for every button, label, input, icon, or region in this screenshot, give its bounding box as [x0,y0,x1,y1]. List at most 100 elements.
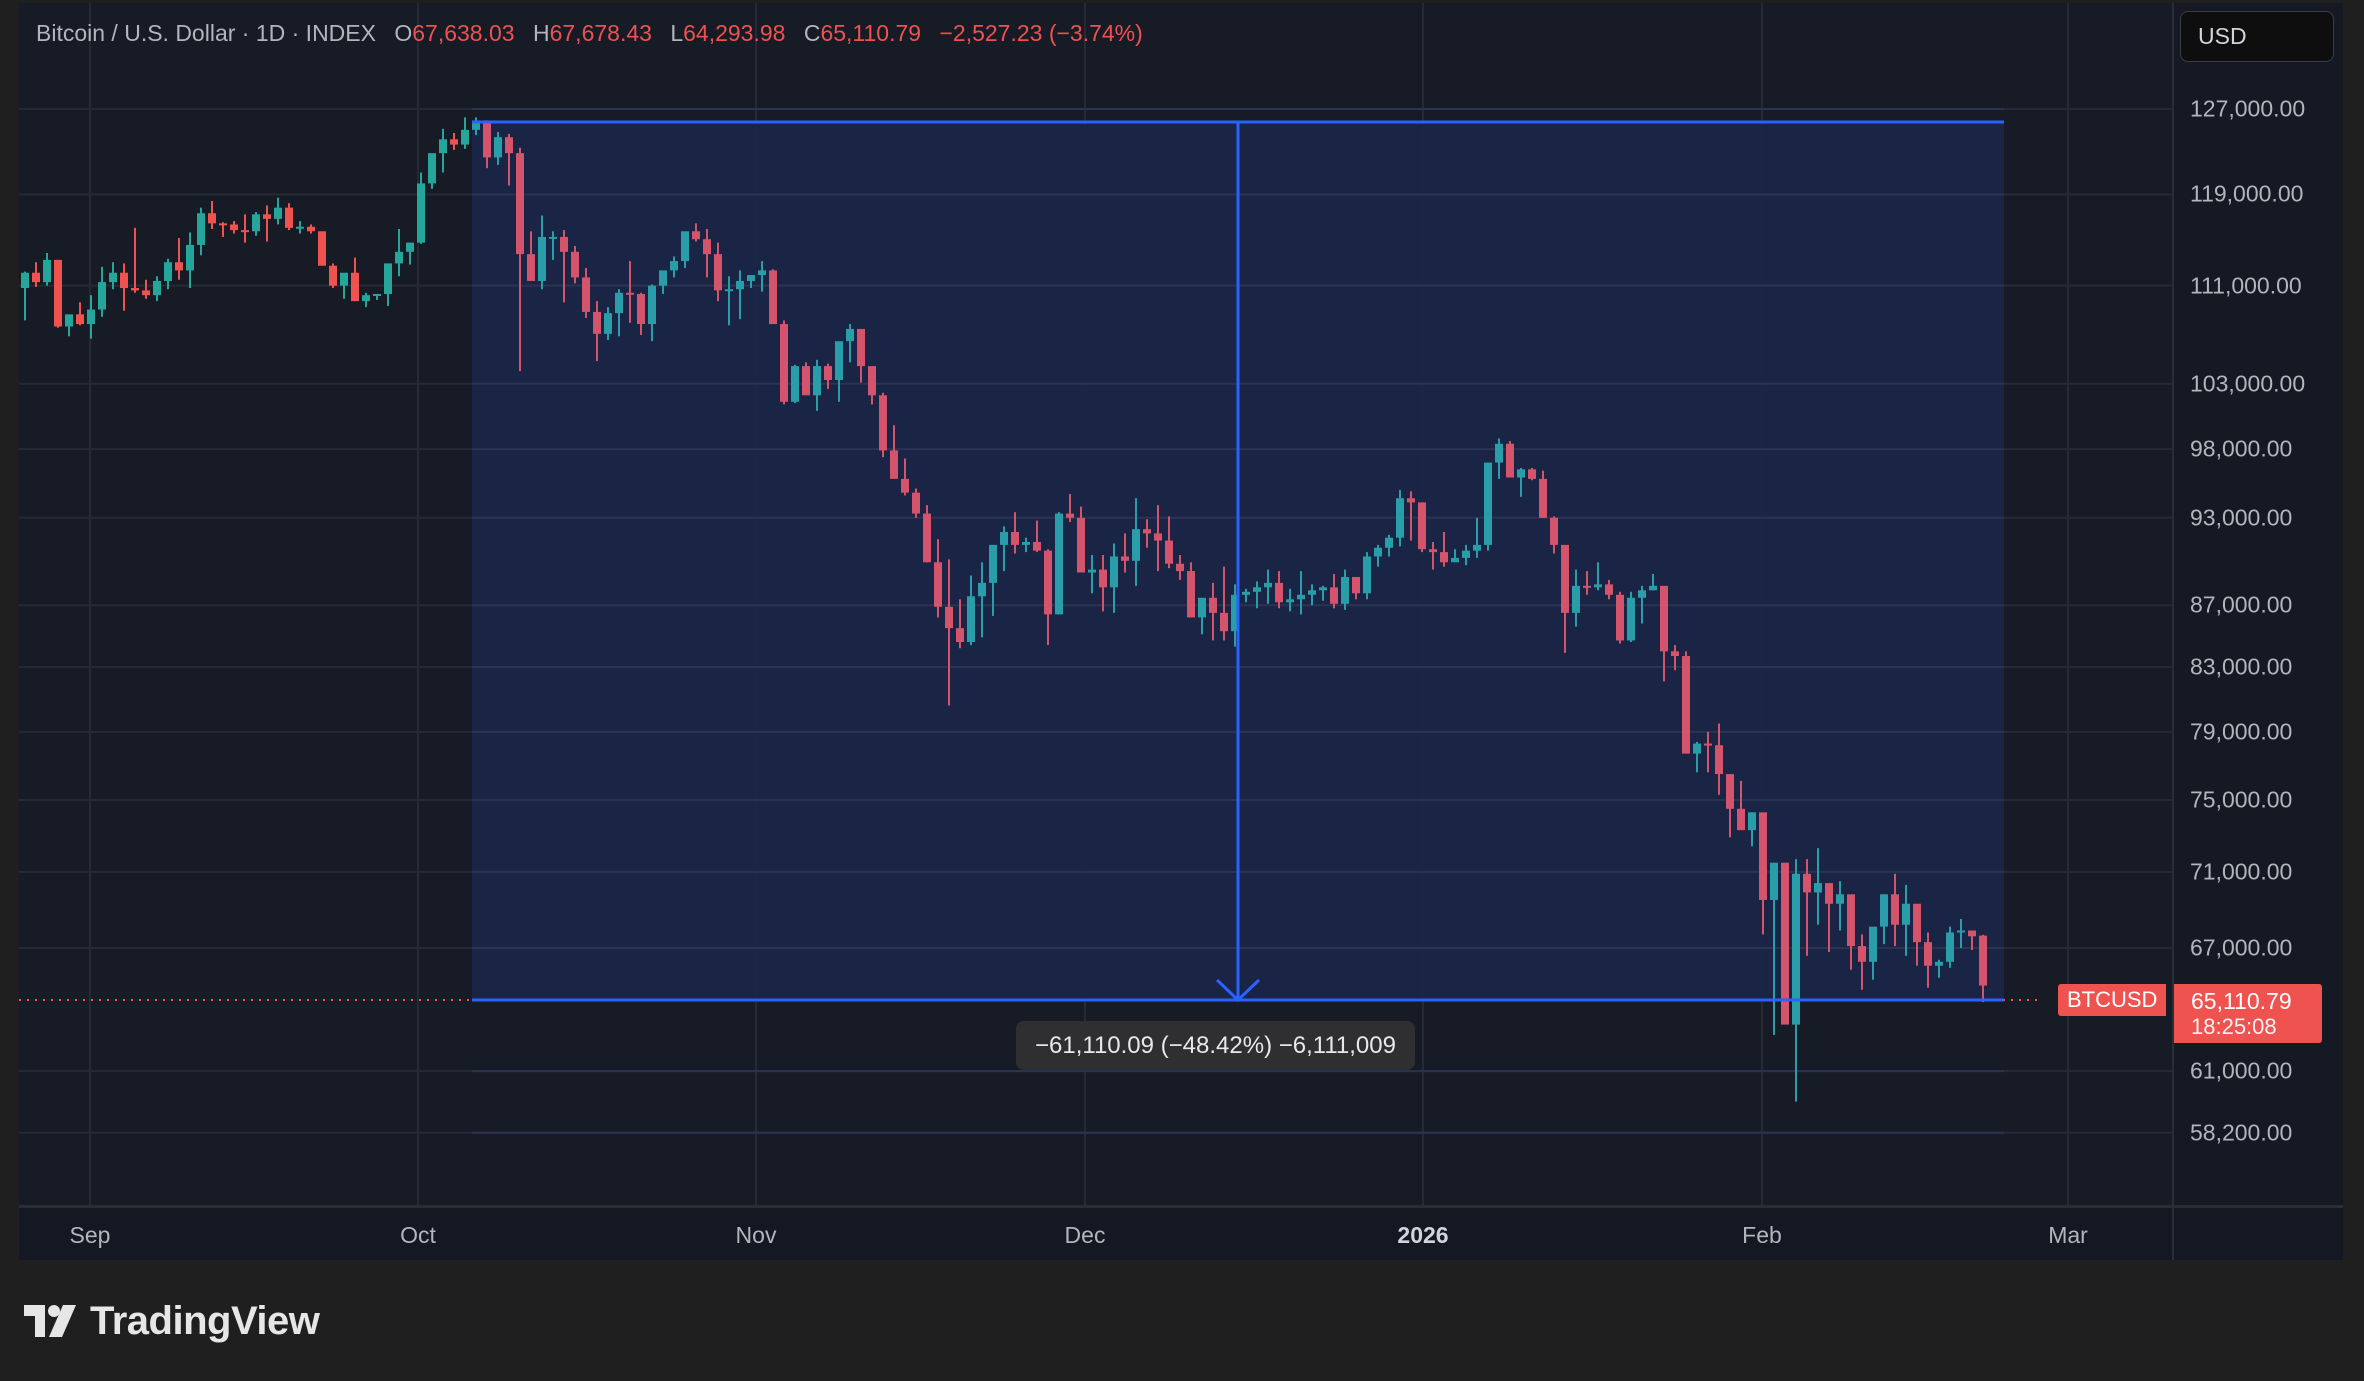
candle[interactable] [714,242,722,302]
candle[interactable] [516,147,524,372]
candle[interactable] [109,262,117,290]
candle[interactable] [1176,555,1184,580]
candle[interactable] [1121,533,1129,573]
candle[interactable] [1363,552,1371,600]
candle[interactable] [1880,894,1888,945]
candle[interactable] [615,289,623,337]
candle[interactable] [725,276,733,326]
candle[interactable] [1605,579,1613,600]
candle[interactable] [285,203,293,231]
candle[interactable] [1319,585,1327,601]
candle[interactable] [648,284,656,342]
candle[interactable] [1715,723,1723,795]
candle[interactable] [1473,517,1481,558]
candle[interactable] [1187,562,1195,618]
candle[interactable] [241,214,249,243]
candle[interactable] [1660,585,1668,682]
candle[interactable] [461,117,469,149]
candle[interactable] [450,132,458,150]
candle[interactable] [1946,926,1954,968]
candle[interactable] [153,276,161,302]
candlestick-chart[interactable] [19,3,2172,1205]
candle[interactable] [1088,555,1096,594]
candle[interactable] [54,259,62,328]
candle[interactable] [1253,581,1261,609]
candle[interactable] [483,120,491,169]
candle[interactable] [703,228,711,278]
candle[interactable] [1528,467,1536,481]
candle[interactable] [230,221,238,234]
candle[interactable] [1825,883,1833,952]
candle[interactable] [428,153,436,189]
candle[interactable] [1726,774,1734,838]
candle[interactable] [1858,934,1866,990]
candle[interactable] [1737,780,1745,831]
candle[interactable] [1671,645,1679,671]
candle[interactable] [395,228,403,277]
candle[interactable] [1484,462,1492,551]
candle[interactable] [505,134,513,186]
candle[interactable] [1297,571,1305,615]
candle[interactable] [340,272,348,299]
candle[interactable] [527,231,535,281]
candle[interactable] [967,575,975,646]
candle[interactable] [868,366,876,405]
candle[interactable] [956,599,964,649]
candle[interactable] [1242,588,1250,603]
candle[interactable] [1396,489,1404,547]
candle[interactable] [274,197,282,225]
candle[interactable] [1693,741,1701,773]
candle[interactable] [1704,731,1712,773]
candle[interactable] [681,231,689,269]
candle[interactable] [758,261,766,292]
candle[interactable] [945,559,953,706]
candle[interactable] [32,262,40,287]
candle[interactable] [186,232,194,289]
candle[interactable] [1902,884,1910,956]
candle[interactable] [1462,544,1470,566]
candle[interactable] [351,257,359,302]
candle[interactable] [131,227,139,293]
candle[interactable] [780,320,788,405]
candle[interactable] [747,275,755,289]
candle[interactable] [1231,584,1239,647]
candle[interactable] [1572,569,1580,627]
candle[interactable] [571,246,579,284]
candle[interactable] [923,505,931,563]
candle[interactable] [1143,519,1151,548]
candle[interactable] [1616,591,1624,644]
candle[interactable] [76,302,84,326]
candle[interactable] [1539,470,1547,518]
tradingview-logo[interactable]: TradingView [24,1299,320,1343]
candle[interactable] [989,544,997,616]
candle[interactable] [120,263,128,311]
candle[interactable] [1968,930,1976,950]
candle[interactable] [1033,520,1041,553]
candle[interactable] [98,266,106,317]
candle[interactable] [1495,438,1503,479]
candle[interactable] [1682,651,1690,754]
candle[interactable] [384,263,392,306]
candle[interactable] [1561,544,1569,653]
candle[interactable] [406,242,414,265]
candle[interactable] [1440,531,1448,567]
candle[interactable] [1385,534,1393,557]
candle[interactable] [417,172,425,244]
candle[interactable] [1979,934,1987,1003]
candle[interactable] [912,488,920,518]
candle[interactable] [1022,537,1030,553]
candle[interactable] [1286,588,1294,612]
currency-button[interactable]: USD [2180,11,2334,62]
candle[interactable] [1264,569,1272,604]
candle[interactable] [1011,512,1019,554]
candle[interactable] [560,230,568,303]
candle[interactable] [901,458,909,496]
candle[interactable] [1407,491,1415,541]
candle[interactable] [1451,549,1459,563]
candle[interactable] [659,270,667,294]
candle[interactable] [175,238,183,280]
candle[interactable] [1935,959,1943,978]
candle[interactable] [1374,544,1382,567]
candle[interactable] [1517,467,1525,497]
candle[interactable] [637,292,645,336]
